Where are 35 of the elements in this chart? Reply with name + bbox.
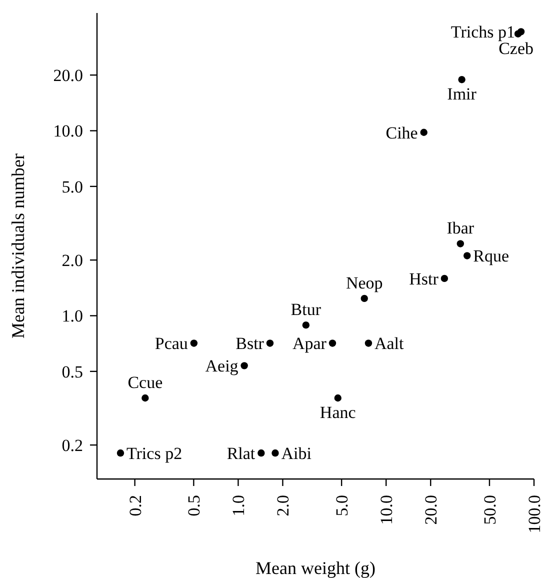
annotation: Aalt (374, 334, 404, 354)
x-tick-label: 5.0 (332, 495, 352, 516)
y-tick-label: 2.0 (62, 251, 83, 270)
y-tick-label: 0.5 (62, 362, 83, 382)
annotation: Trics p2 (126, 444, 182, 464)
annotation: Hanc (320, 403, 356, 422)
annotation: Neop (346, 273, 383, 292)
x-tick-label: 100.0 (525, 495, 542, 534)
x-tick-label: 10.0 (377, 495, 396, 525)
annotation: Rque (473, 246, 510, 266)
annotation: Ibar (446, 218, 474, 238)
annotation: Imir (447, 84, 477, 104)
annotation: Apar (292, 334, 327, 354)
annotation: Hstr (409, 269, 439, 288)
annotation: Cihe (386, 123, 418, 142)
x-tick-label: 2.0 (274, 495, 293, 516)
x-tick-label: 0.5 (184, 495, 204, 516)
y-axis-title: Mean individuals number (8, 154, 28, 338)
annotation: Ccue (128, 373, 163, 392)
y-tick-label: 1.0 (62, 306, 83, 326)
annotation: Pcau (154, 334, 188, 354)
x-axis-title: Mean weight (g) (256, 558, 376, 578)
y-tick-label: 10.0 (53, 122, 83, 141)
x-tick-label: 0.2 (126, 495, 145, 516)
annotation: Bstr (236, 334, 264, 354)
annotation: Rlat (226, 444, 256, 464)
y-tick-label: 5.0 (62, 177, 83, 196)
annotation: Aeig (205, 356, 239, 376)
y-tick-label: 20.0 (53, 66, 83, 86)
x-tick-label: 50.0 (480, 495, 500, 525)
x-tick-label: 1.0 (229, 495, 248, 516)
annotation: Aibi (281, 444, 312, 464)
x-tick-label: 20.0 (422, 495, 441, 525)
annotation: Btur (290, 300, 322, 320)
y-tick-label: 0.2 (62, 436, 83, 456)
